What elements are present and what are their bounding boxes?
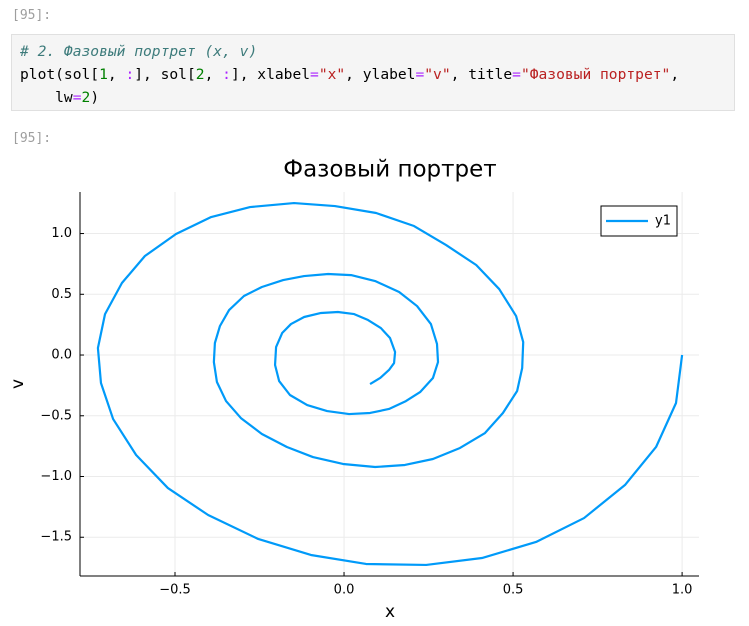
code-token: =: [415, 66, 425, 83]
code-token: , title: [450, 66, 513, 83]
code-token: plot(sol[: [20, 66, 100, 83]
code-token: 2: [81, 89, 91, 106]
output-prompt: [95]:: [12, 131, 52, 146]
x-tick-label: −0.5: [159, 583, 191, 598]
code-line: lw=2): [20, 86, 679, 109]
code-token: ,: [670, 66, 680, 83]
code-token: =: [512, 66, 521, 83]
code-token: :: [222, 66, 231, 83]
x-tick-label: 1.0: [672, 583, 693, 598]
code-token: :: [125, 66, 135, 83]
y-tick-label: −1.5: [40, 530, 72, 545]
code-token: ], sol[: [134, 66, 196, 83]
code-token: "x": [318, 66, 346, 83]
code-token: "Фазовый портрет": [520, 66, 671, 83]
code-line: plot(sol[1, :], sol[2, :], xlabel="x", y…: [20, 63, 679, 86]
code-token: , ylabel: [345, 66, 416, 83]
y-tick-label: −1.0: [40, 469, 72, 484]
code-line: # 2. Фазовый портрет (x, v): [20, 40, 679, 63]
chart-title: Фазовый портрет: [283, 157, 496, 183]
code-token: =: [310, 66, 319, 83]
code-token: ,: [204, 66, 223, 83]
y-tick-label: 1.0: [51, 226, 72, 241]
code-token: lw: [20, 89, 73, 106]
code-token: 2: [195, 66, 205, 83]
x-axis-label: x: [385, 602, 395, 622]
y-tick-label: 0.5: [51, 287, 72, 302]
code-token: =: [72, 89, 82, 106]
y-tick-label: 0.0: [51, 348, 72, 363]
code-token: "v": [424, 66, 451, 83]
input-prompt: [95]:: [12, 8, 52, 23]
code-token: ): [90, 89, 100, 106]
series-line: [96, 201, 684, 567]
y-tick-label: −0.5: [40, 408, 72, 423]
code-token: ,: [107, 66, 126, 83]
code-cell[interactable]: # 2. Фазовый портрет (x, v) plot(sol[1, :…: [11, 34, 735, 111]
y-axis-label: v: [8, 379, 28, 389]
code: # 2. Фазовый портрет (x, v) plot(sol[1, :…: [20, 40, 679, 109]
x-tick-label: 0.5: [503, 583, 524, 598]
code-token: ], xlabel: [230, 66, 311, 83]
code-token: # 2. Фазовый портрет (x, v): [20, 43, 258, 60]
code-token: 1: [99, 66, 108, 83]
legend-label: y1: [655, 214, 671, 229]
x-tick-label: 0.0: [334, 583, 355, 598]
